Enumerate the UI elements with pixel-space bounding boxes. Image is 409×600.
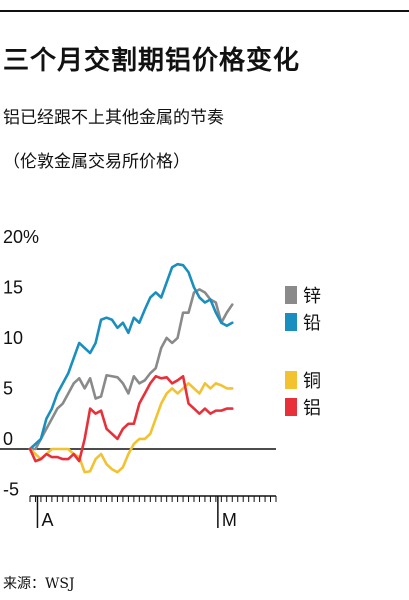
legend-swatch (285, 313, 297, 331)
x-tick-label: M (222, 510, 237, 530)
series-line-铅 (28, 262, 234, 451)
legend-label: 铅 (303, 313, 321, 334)
y-tick-label: 15 (3, 278, 23, 298)
y-tick-label: 5 (3, 379, 13, 399)
y-tick-label: -5 (3, 480, 19, 500)
chart-title: 三个月交割期铝价格变化 (3, 46, 301, 76)
series-line-铝 (28, 374, 234, 463)
chart-note: （伦敦金属交易所价格） (3, 152, 190, 172)
top-rule (0, 10, 409, 12)
series-line-铜 (28, 382, 234, 474)
series-line-锌 (28, 288, 234, 451)
y-tick-label: 0 (3, 429, 13, 449)
legend-swatch (285, 286, 297, 304)
legend-label: 铝 (303, 398, 321, 419)
x-tick-label: A (41, 510, 53, 530)
legend-label: 锌 (303, 286, 321, 307)
source-note: 来源：WSJ (3, 576, 75, 592)
y-tick-label: 10 (3, 328, 23, 348)
legend-label: 铜 (303, 371, 321, 392)
legend-swatch (285, 371, 297, 389)
y-tick-label: 20% (3, 227, 39, 247)
legend-swatch (285, 398, 297, 416)
chart-subtitle: 铝已经跟不上其他金属的节奏 (3, 108, 224, 128)
